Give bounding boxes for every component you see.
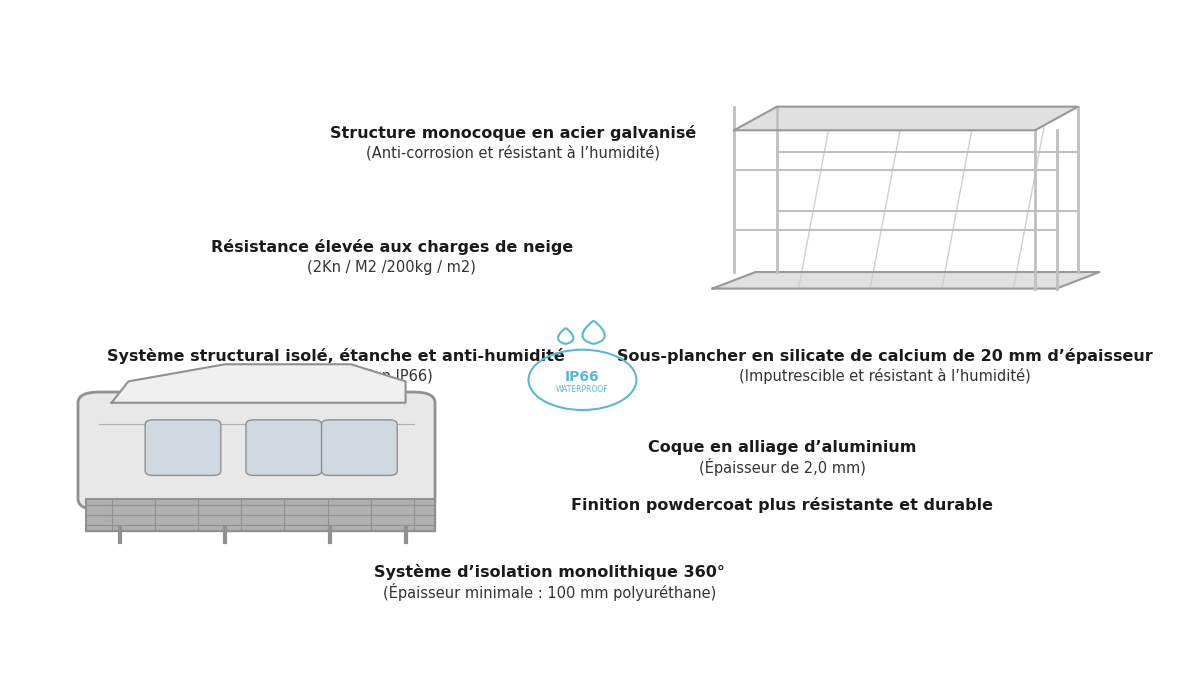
Text: (2Kn / M2 /200kg / m2): (2Kn / M2 /200kg / m2) — [307, 260, 476, 275]
Text: Structure monocoque en acier galvanisé: Structure monocoque en acier galvanisé — [330, 125, 696, 141]
Text: (Indice de protection IP66): (Indice de protection IP66) — [239, 369, 433, 383]
Text: (Épaisseur de 2,0 mm): (Épaisseur de 2,0 mm) — [698, 458, 866, 476]
Text: (Anti-corrosion et résistant à l’humidité): (Anti-corrosion et résistant à l’humidit… — [366, 145, 660, 161]
Text: Finition powdercoat plus résistante et durable: Finition powdercoat plus résistante et d… — [571, 497, 994, 512]
Text: Résistance élevée aux charges de neige: Résistance élevée aux charges de neige — [211, 240, 572, 255]
FancyBboxPatch shape — [78, 392, 434, 510]
FancyBboxPatch shape — [246, 420, 322, 475]
Text: WATERPROOF: WATERPROOF — [556, 385, 608, 394]
FancyBboxPatch shape — [145, 420, 221, 475]
Text: IP66: IP66 — [565, 371, 600, 384]
Text: (Imputrescible et résistant à l’humidité): (Imputrescible et résistant à l’humidité… — [739, 369, 1031, 384]
Polygon shape — [86, 499, 434, 531]
FancyBboxPatch shape — [322, 420, 397, 475]
Text: Système d’isolation monolithique 360°: Système d’isolation monolithique 360° — [374, 564, 725, 580]
Polygon shape — [734, 107, 1078, 130]
Text: (Épaisseur minimale : 100 mm polyuréthane): (Épaisseur minimale : 100 mm polyuréthan… — [383, 583, 716, 601]
Polygon shape — [112, 364, 406, 403]
Text: Coque en alliage d’aluminium: Coque en alliage d’aluminium — [648, 440, 917, 455]
Polygon shape — [713, 272, 1099, 289]
Text: Sous-plancher en silicate de calcium de 20 mm d’épaisseur: Sous-plancher en silicate de calcium de … — [617, 348, 1152, 364]
Text: Système structural isolé, étanche et anti-humidité: Système structural isolé, étanche et ant… — [107, 348, 565, 364]
